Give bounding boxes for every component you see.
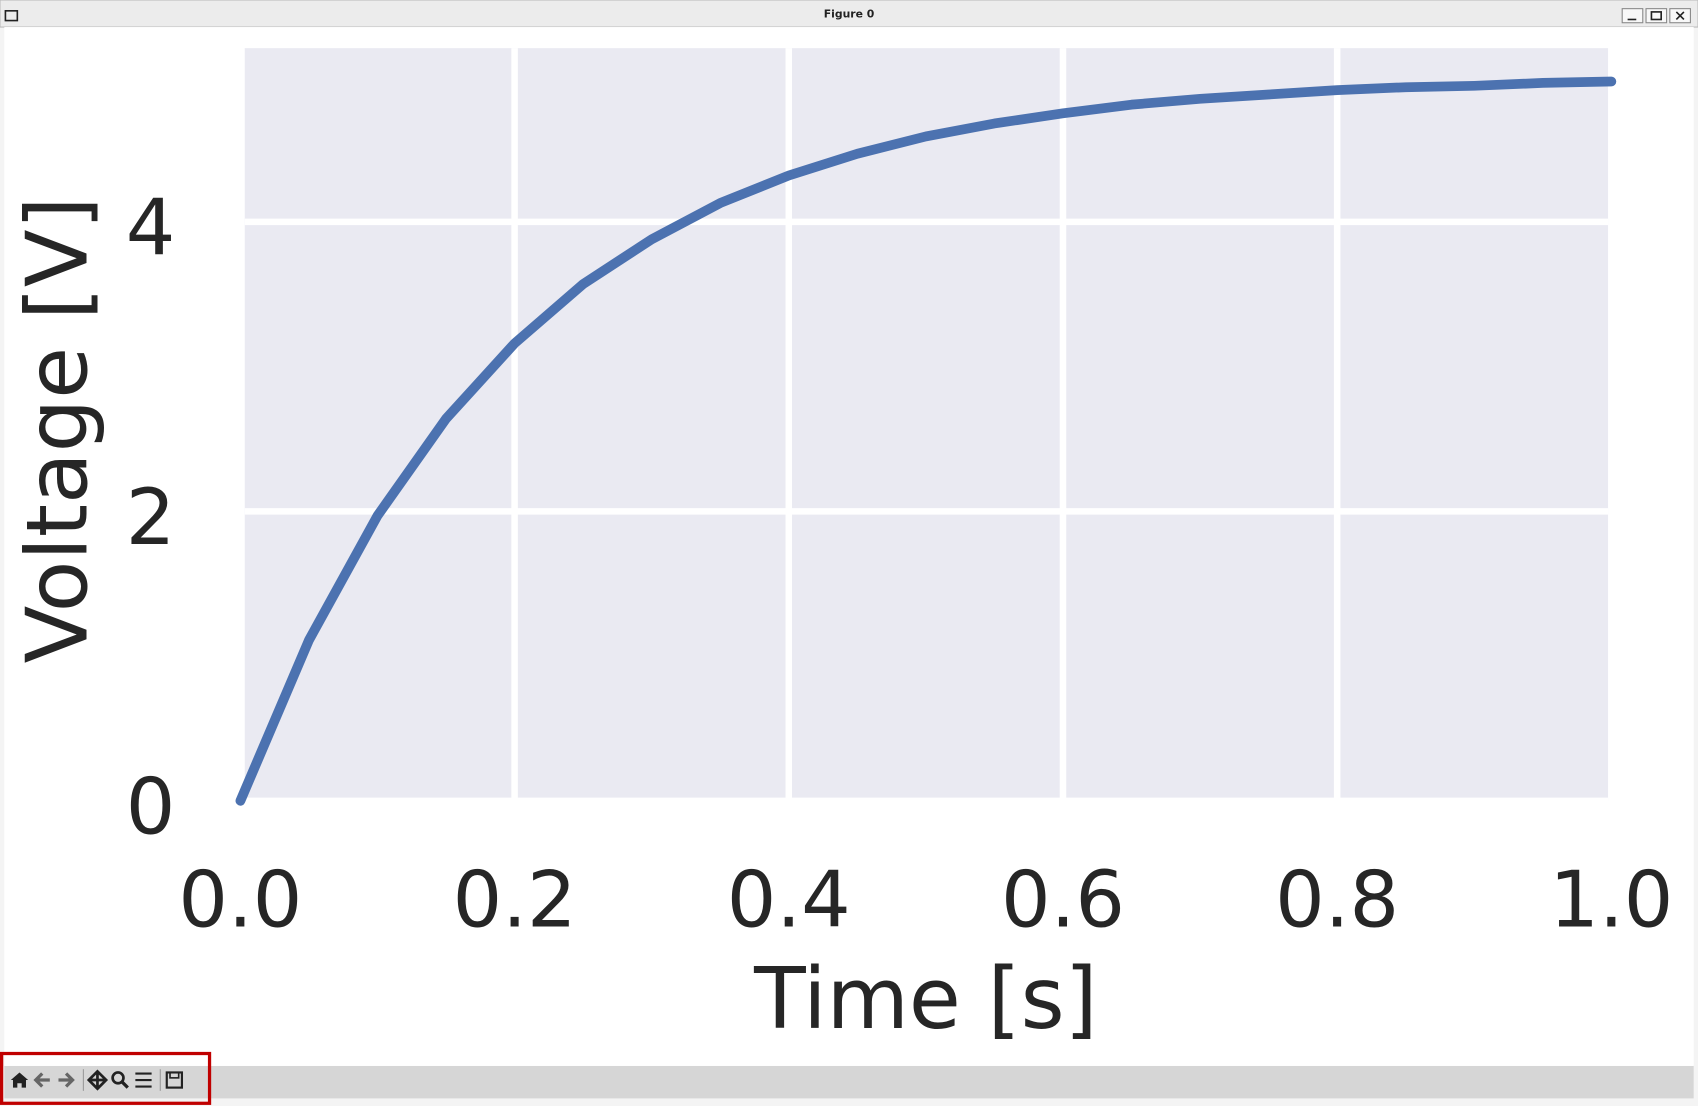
icon [1650,11,1662,21]
x-tick-label: 0.6 [1001,855,1125,945]
zoom-button[interactable] [111,1071,125,1085]
configure-button[interactable] [135,1072,152,1088]
toolbar-icons [10,1069,184,1091]
y-tick-label: 2 [126,473,176,563]
forward-button[interactable] [58,1072,75,1088]
icon [1675,11,1685,21]
x-tick-label: 0.2 [453,855,577,945]
toolbar [4,1065,1694,1099]
x-tick-label: 0.0 [178,855,302,945]
icon [121,1081,129,1089]
window-icon[interactable] [4,10,19,22]
window-controls [1621,8,1691,24]
maximize-button[interactable] [1645,8,1668,24]
window-title: Figure 0 [824,7,875,20]
icon [169,1071,180,1079]
back-button[interactable] [33,1072,50,1088]
axes-background [244,48,1609,801]
x-tick-label: 1.0 [1549,855,1673,945]
plot: 0.0 0.2 0.4 0.6 0.8 1.0 0 2 4 Time [s] Voltage [V] [9,48,1673,1048]
pan-button[interactable] [86,1069,109,1091]
x-axis-label: Time [s] [753,950,1097,1048]
highlight-box [0,1051,212,1105]
x-tick-label: 0.4 [727,855,851,945]
x-tick-label: 0.8 [1275,855,1399,945]
y-axis-label: Voltage [V] [9,196,107,663]
data-line [235,76,1617,806]
y-tick-label: 4 [126,183,176,273]
home-button[interactable] [10,1072,29,1088]
y-tick-label: 0 [126,762,176,852]
minimize-button[interactable] [1621,8,1644,24]
